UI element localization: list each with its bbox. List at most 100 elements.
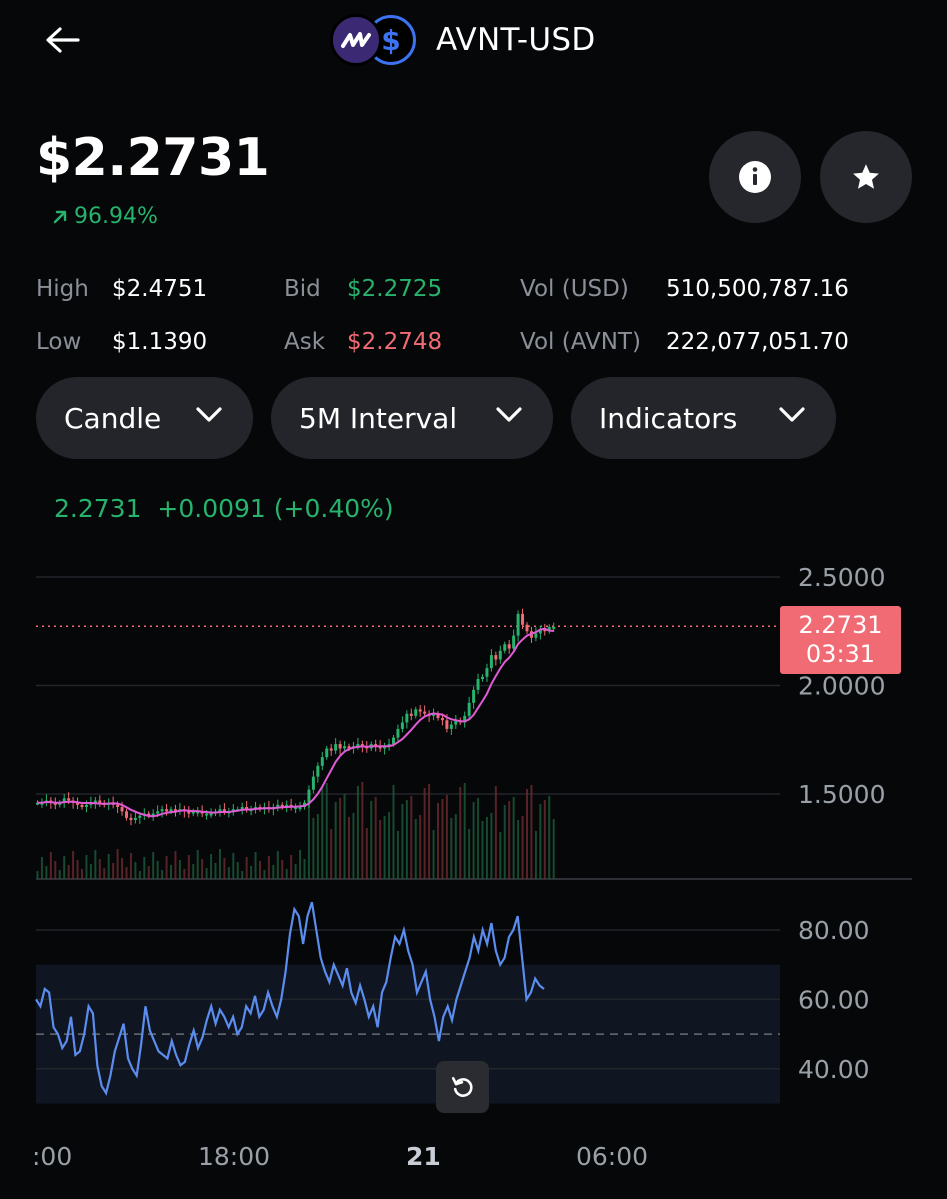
candle (498, 650, 502, 660)
candle (307, 789, 311, 803)
volume-bar (178, 860, 181, 879)
back-button[interactable] (40, 20, 84, 60)
volume-bar (272, 865, 275, 879)
volume-bar (450, 818, 453, 879)
volume-bar (414, 819, 417, 879)
candle (80, 804, 84, 808)
x-tick: 18:00 (198, 1142, 271, 1171)
volume-bars (36, 782, 555, 879)
info-icon (739, 161, 771, 193)
reset-chart-button[interactable] (436, 1061, 489, 1113)
volume-bar (232, 853, 235, 879)
volume-bar (396, 831, 399, 879)
volume-bar (392, 785, 395, 879)
candle (525, 624, 529, 632)
candle (463, 715, 467, 723)
volume-bar (410, 796, 413, 879)
candle (240, 807, 244, 810)
candle (467, 702, 471, 716)
candle (209, 813, 213, 816)
chevron-down-icon (779, 407, 805, 422)
volume-bar (218, 849, 221, 879)
candle (334, 744, 338, 751)
candle (409, 713, 413, 716)
indicators-label: Indicators (599, 401, 738, 435)
candle (160, 809, 164, 812)
info-button[interactable] (709, 131, 801, 223)
volume-bar (49, 852, 52, 879)
volume-bar (223, 858, 226, 879)
volume-bar (210, 854, 213, 879)
volume-bar (521, 816, 524, 879)
ma-line (37, 627, 554, 818)
candle (543, 629, 547, 632)
volume-bar (134, 862, 137, 879)
price-chart[interactable]: 2.5000 2.0000 1.5000 80.00 60.00 40.00 (0, 555, 947, 1135)
volume-bar (103, 868, 106, 879)
volume-bar (67, 865, 70, 879)
y-axis-labels: 2.5000 2.0000 1.5000 80.00 60.00 40.00 (798, 563, 885, 1084)
ask-label: Ask (284, 329, 326, 355)
candle (316, 765, 320, 777)
candle (445, 720, 449, 729)
candle (191, 811, 195, 814)
candles (36, 608, 556, 826)
candle (320, 757, 324, 766)
volume-bar (548, 796, 551, 879)
volume-bar (201, 859, 204, 879)
volume-bar (165, 856, 168, 879)
volume-bar (276, 851, 279, 879)
ohlc-readout: 2.2731 +0.0091 (+0.40%) (54, 494, 394, 523)
x-tick: :00 (32, 1142, 73, 1171)
candle (392, 737, 395, 745)
candle (280, 804, 284, 808)
rotate-ccw-icon (451, 1077, 473, 1097)
page-title: AVNT-USD (436, 22, 596, 58)
volume-bar (89, 864, 92, 879)
indicators-dropdown[interactable]: Indicators (571, 377, 836, 459)
volume-bar (432, 830, 435, 879)
volume-bar (428, 784, 431, 879)
candle (147, 813, 151, 816)
volume-bar (512, 797, 515, 879)
x-tick: 06:00 (576, 1142, 649, 1171)
volume-bar (330, 829, 333, 879)
candle (169, 809, 173, 812)
candle (245, 807, 249, 810)
interval-dropdown[interactable]: 5M Interval (271, 377, 553, 459)
volume-bar (356, 786, 359, 879)
candle (120, 807, 124, 812)
volume-bar (463, 783, 466, 879)
chart-type-dropdown[interactable]: Candle (36, 377, 253, 459)
y-tick-label: 1.5000 (798, 780, 885, 809)
volume-bar (45, 866, 48, 879)
volume-bar (481, 821, 484, 879)
volume-bar (361, 782, 364, 879)
volume-bar (196, 850, 199, 879)
volume-bar (121, 858, 124, 879)
volume-bar (236, 862, 239, 879)
volume-bar (54, 861, 57, 879)
volume-bar (499, 832, 502, 879)
candle (521, 613, 525, 625)
volume-bar (267, 856, 270, 879)
chevron-down-icon (496, 407, 522, 422)
candle (383, 746, 387, 749)
volume-bar (379, 820, 382, 879)
x-tick: 21 (406, 1142, 441, 1171)
favorite-button[interactable] (820, 131, 912, 223)
y-tick-label: 80.00 (798, 916, 870, 945)
volume-bar (76, 860, 79, 879)
volume-bar (85, 855, 88, 879)
candle (298, 807, 302, 810)
volume-bar (40, 857, 43, 879)
price-tag-value: 2.2731 (798, 611, 883, 639)
bid-label: Bid (284, 276, 321, 302)
volume-bar (98, 859, 101, 879)
ohlc-change: +0.0091 (157, 494, 266, 523)
volume-bar (454, 814, 457, 879)
interval-label: 5M Interval (299, 401, 458, 435)
candle (76, 802, 80, 805)
volume-bar (383, 816, 386, 879)
volume-bar (339, 798, 342, 879)
